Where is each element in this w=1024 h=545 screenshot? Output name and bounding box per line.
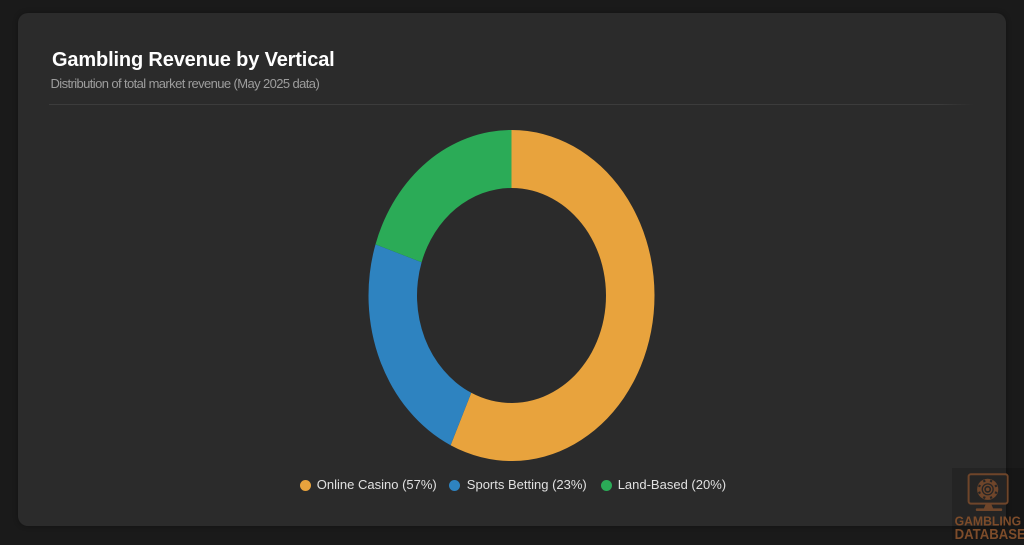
svg-text:DATABASES: DATABASES — [955, 527, 1024, 540]
svg-text:GAMBLING: GAMBLING — [955, 513, 1022, 528]
